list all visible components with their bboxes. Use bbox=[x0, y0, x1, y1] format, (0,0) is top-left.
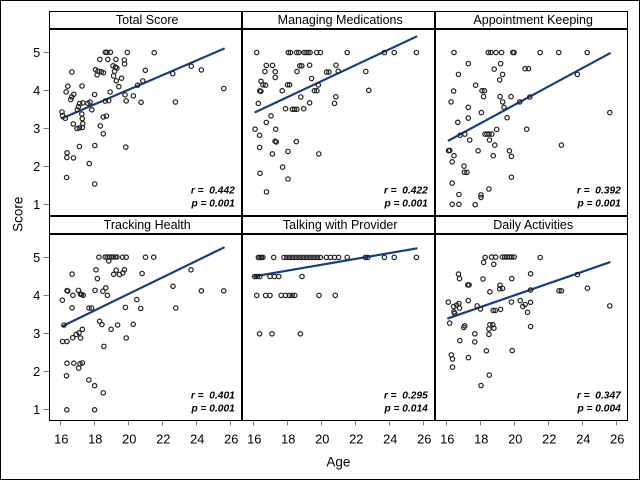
svg-text:18: 18 bbox=[88, 431, 102, 446]
svg-text:r = 0.295: r = 0.295 bbox=[384, 390, 428, 401]
svg-text:24: 24 bbox=[190, 431, 204, 446]
svg-text:r = 0.392: r = 0.392 bbox=[577, 186, 621, 197]
svg-text:Total Score: Total Score bbox=[116, 13, 179, 27]
svg-text:26: 26 bbox=[417, 431, 431, 446]
svg-text:16: 16 bbox=[440, 431, 454, 446]
svg-text:5: 5 bbox=[33, 45, 40, 60]
svg-text:r = 0.347: r = 0.347 bbox=[577, 390, 622, 401]
svg-text:24: 24 bbox=[383, 431, 397, 446]
svg-text:16: 16 bbox=[54, 431, 68, 446]
svg-text:r = 0.442: r = 0.442 bbox=[191, 186, 235, 197]
svg-text:4: 4 bbox=[33, 83, 40, 98]
svg-text:2: 2 bbox=[33, 159, 40, 174]
svg-text:Managing Medications: Managing Medications bbox=[278, 13, 403, 27]
svg-text:Score: Score bbox=[10, 197, 25, 232]
svg-text:26: 26 bbox=[610, 431, 624, 446]
svg-text:22: 22 bbox=[349, 431, 363, 446]
svg-text:p = 0.001: p = 0.001 bbox=[190, 403, 235, 414]
svg-text:22: 22 bbox=[156, 431, 170, 446]
svg-text:2: 2 bbox=[33, 364, 40, 379]
svg-text:Talking with Provider: Talking with Provider bbox=[283, 218, 398, 232]
svg-text:r = 0.422: r = 0.422 bbox=[384, 186, 428, 197]
svg-text:20: 20 bbox=[315, 431, 329, 446]
svg-text:Appointment Keeping: Appointment Keeping bbox=[473, 13, 593, 27]
svg-text:16: 16 bbox=[247, 431, 261, 446]
svg-text:20: 20 bbox=[122, 431, 136, 446]
svg-text:p = 0.001: p = 0.001 bbox=[576, 199, 621, 210]
svg-text:p = 0.004: p = 0.004 bbox=[576, 403, 621, 414]
svg-text:1: 1 bbox=[33, 197, 40, 212]
svg-text:18: 18 bbox=[281, 431, 295, 446]
svg-text:1: 1 bbox=[33, 402, 40, 417]
svg-text:p = 0.001: p = 0.001 bbox=[190, 199, 235, 210]
svg-text:22: 22 bbox=[542, 431, 556, 446]
svg-text:3: 3 bbox=[33, 326, 40, 341]
svg-text:18: 18 bbox=[474, 431, 488, 446]
svg-text:Tracking Health: Tracking Health bbox=[104, 218, 191, 232]
svg-text:3: 3 bbox=[33, 121, 40, 136]
svg-text:5: 5 bbox=[33, 250, 40, 265]
svg-text:20: 20 bbox=[508, 431, 522, 446]
svg-text:p = 0.001: p = 0.001 bbox=[383, 199, 428, 210]
svg-text:24: 24 bbox=[576, 431, 590, 446]
svg-text:Daily Activities: Daily Activities bbox=[493, 218, 573, 232]
svg-text:p = 0.014: p = 0.014 bbox=[383, 403, 428, 414]
svg-text:r = 0.401: r = 0.401 bbox=[191, 390, 235, 401]
svg-text:26: 26 bbox=[224, 431, 238, 446]
svg-text:4: 4 bbox=[33, 288, 40, 303]
svg-text:Age: Age bbox=[326, 454, 350, 469]
